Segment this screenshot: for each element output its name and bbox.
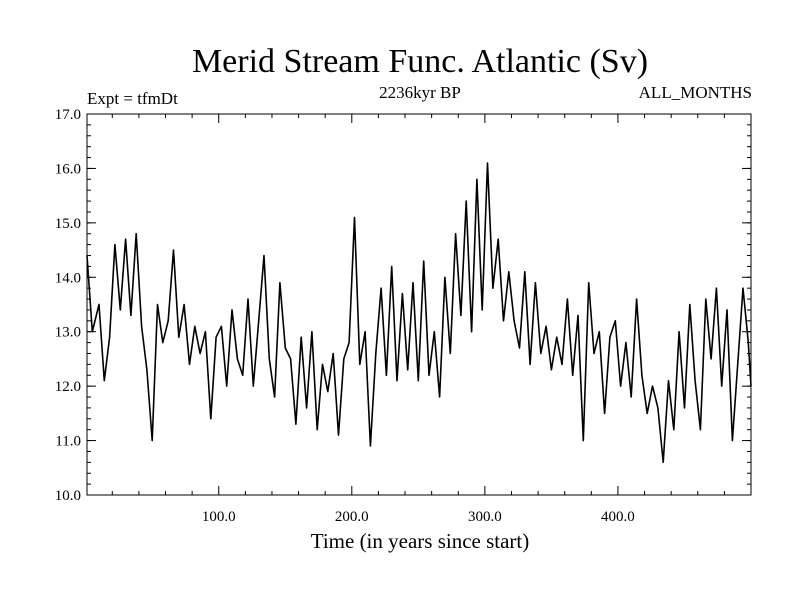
y-tick-label: 14.0 bbox=[55, 270, 81, 286]
y-tick-label: 15.0 bbox=[55, 216, 81, 232]
x-tick-label: 300.0 bbox=[468, 509, 502, 525]
x-axis: 100.0 200.0 300.0 400.0 bbox=[111, 114, 725, 525]
chart-title: Merid Stream Func. Atlantic (Sv) bbox=[192, 43, 648, 80]
y-tick-label: 12.0 bbox=[55, 379, 81, 395]
x-axis-label: Time (in years since start) bbox=[311, 529, 530, 553]
y-tick-label: 16.0 bbox=[55, 161, 81, 177]
y-tick-label: 11.0 bbox=[55, 434, 81, 450]
months-label: ALL_MONTHS bbox=[639, 83, 752, 102]
period-label: 2236kyr BP bbox=[379, 83, 461, 102]
x-tick-label: 200.0 bbox=[335, 509, 369, 525]
experiment-label: Expt = tfmDt bbox=[87, 89, 178, 108]
series-line bbox=[86, 162, 752, 464]
x-tick-label: 400.0 bbox=[601, 509, 635, 525]
x-tick-label: 100.0 bbox=[202, 509, 236, 525]
y-tick-label: 13.0 bbox=[55, 325, 81, 341]
plot-frame bbox=[86, 113, 752, 496]
y-tick-label: 10.0 bbox=[55, 488, 81, 504]
y-tick-label: 17.0 bbox=[55, 107, 81, 123]
